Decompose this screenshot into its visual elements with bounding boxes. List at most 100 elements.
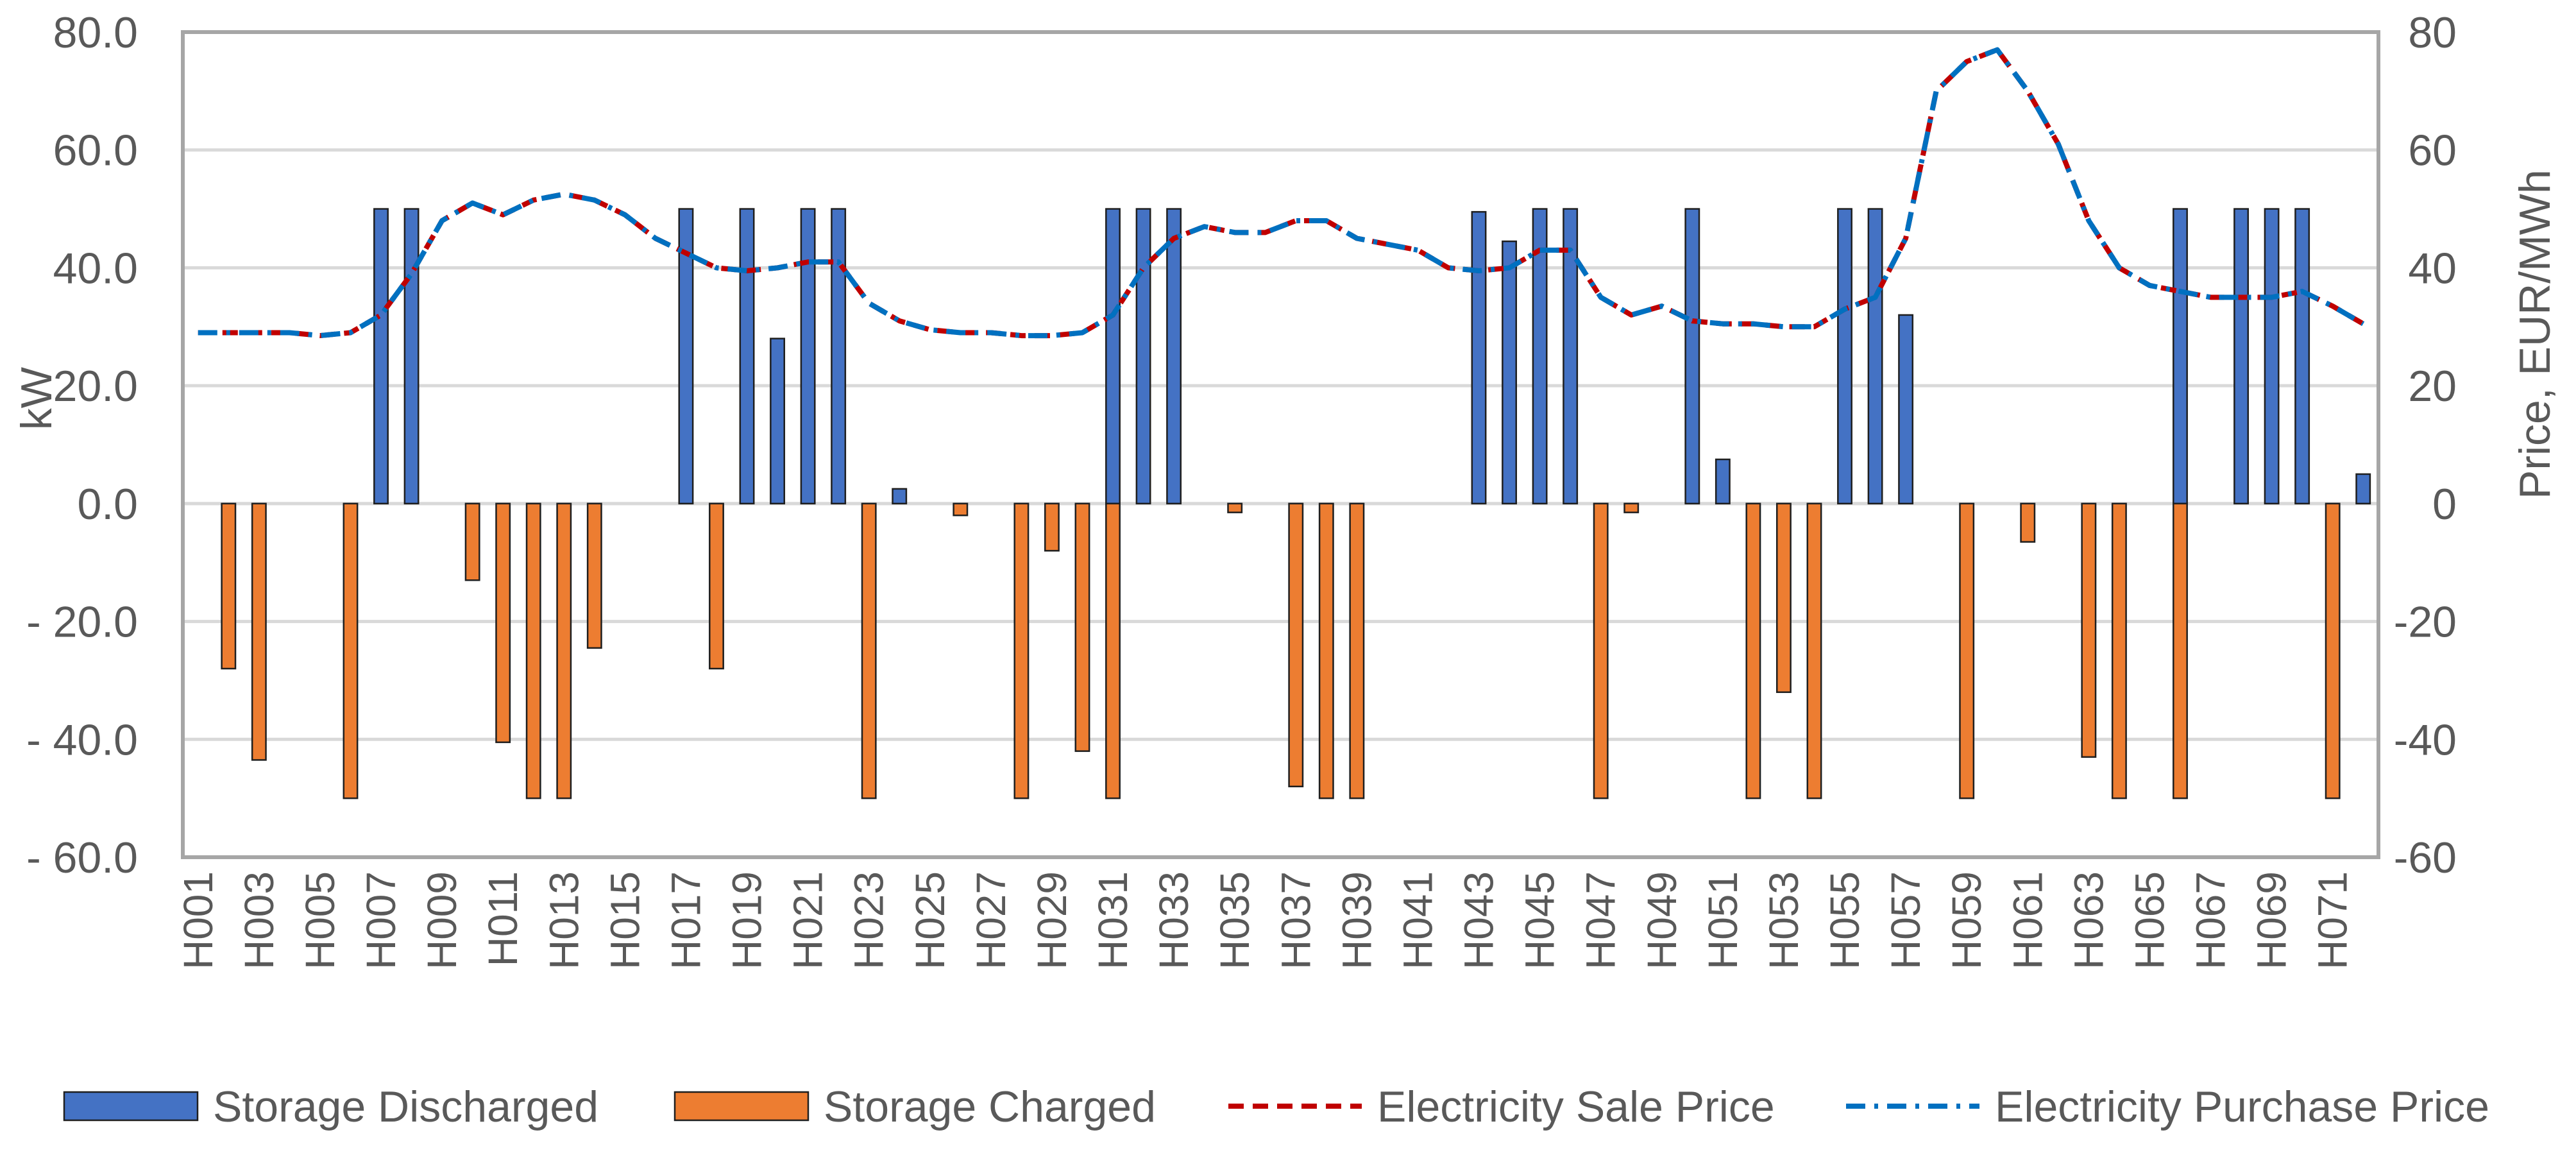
x-tick-label: H043 [1456,871,1502,969]
bar-charged [2325,502,2341,799]
bar-discharged [2233,208,2250,505]
bar-charged [586,502,602,649]
bar-charged [2020,502,2036,543]
y-tick-label-left: 60.0 [53,126,138,175]
bar-charged [495,502,511,744]
x-tick-label: H035 [1212,871,1258,969]
x-tick-label: H011 [480,871,526,966]
x-tick-label: H005 [297,871,343,969]
x-tick-label: H013 [541,871,587,969]
y-tick-label-left: - 40.0 [26,715,138,764]
bar-discharged [1563,208,1579,505]
x-tick-label: H053 [1761,871,1807,969]
x-tick-label: H039 [1334,871,1380,969]
bar-charged [1318,502,1334,799]
legend-swatch [63,1091,199,1122]
bar-charged [1105,502,1121,799]
y-tick-label-right: 80 [2408,8,2457,57]
bar-charged [221,502,237,670]
x-tick-label: H037 [1273,871,1319,969]
bar-charged [1044,502,1060,552]
bar-charged [343,502,359,799]
y-tick-label-left: 0.0 [77,480,138,529]
y-tick-label-right: 0 [2432,480,2457,529]
x-tick-label: H069 [2249,871,2295,969]
legend-item-storage-charged: Storage Charged [674,1082,1156,1131]
x-tick-label: H003 [236,871,282,969]
bar-charged [953,502,969,517]
x-tick-label: H021 [785,871,831,969]
x-tick-label: H033 [1151,871,1197,969]
legend-label: Electricity Sale Price [1377,1082,1775,1131]
bar-discharged [1105,208,1121,505]
bar-charged [464,502,480,581]
bar-discharged [2173,208,2188,505]
bar-charged [1227,502,1243,513]
right-axis-ticks: 80 60 40 20 0 -20 -40 -60 [2394,8,2457,882]
y-tick-label-right: -40 [2394,715,2457,764]
x-tick-label: H029 [1029,871,1075,969]
y-tick-label-right: 20 [2408,362,2457,411]
purchase-price-line [198,47,2365,339]
x-tick-label: H027 [968,871,1014,969]
legend-label: Storage Charged [824,1082,1156,1131]
x-tick-label: H009 [419,871,465,969]
bar-charged [2173,502,2188,799]
y-axis-label-left: kW [12,367,61,430]
bar-discharged [800,208,816,505]
x-tick-label: H061 [2004,871,2051,969]
x-tick-label: H067 [2188,871,2234,969]
bar-discharged [1502,240,1518,505]
bar-discharged [1898,314,1914,505]
sale-price-line [198,47,2365,339]
bar-discharged [373,208,389,505]
bar-series [221,208,2371,799]
legend-swatch [674,1091,809,1122]
y-tick-label-right: 40 [2408,244,2457,293]
bar-discharged [739,208,755,505]
legend-item-purchase-price: Electricity Purchase Price [1846,1082,2489,1131]
bar-discharged [892,488,908,505]
bar-charged [2111,502,2127,799]
bar-charged [709,502,724,670]
x-axis-ticks: H001 H003 H005 H007 H009 H011 H013 H015 H017 H019… [175,871,2356,969]
bar-charged [2081,502,2097,758]
bar-charged [861,502,877,799]
bar-discharged [1471,210,1487,505]
x-tick-label: H063 [2065,871,2112,969]
bar-charged [1074,502,1090,752]
line-series [198,47,2365,339]
y-tick-label-right: 60 [2408,126,2457,175]
x-tick-label: H017 [663,871,709,969]
x-tick-label: H031 [1090,871,1136,969]
x-tick-label: H051 [1700,871,1746,969]
bar-discharged [1715,458,1731,505]
x-tick-label: H041 [1394,871,1441,969]
bar-discharged [403,208,419,505]
y-tick-label-left: - 60.0 [26,833,138,882]
bar-charged [1745,502,1761,799]
x-tick-label: H025 [907,871,953,969]
bar-discharged [2294,208,2310,505]
y-tick-label-left: 40.0 [53,244,138,293]
y-axis-label-right: Price, EUR/MWh [2511,169,2559,499]
legend-item-sale-price: Electricity Sale Price [1228,1082,1775,1131]
gridlines [183,148,2378,741]
x-tick-label: H055 [1822,871,1868,969]
y-tick-label-left: 80.0 [53,8,138,57]
bar-discharged [678,208,694,505]
bar-discharged [1166,208,1182,505]
y-tick-label-left: 20.0 [53,362,138,411]
bar-discharged [1684,208,1700,505]
bar-charged [251,502,267,761]
y-tick-label-right: -20 [2394,598,2457,647]
bar-charged [556,502,572,799]
bar-charged [1593,502,1609,799]
legend-item-storage-discharged: Storage Discharged [63,1082,598,1131]
bar-charged [1288,502,1304,788]
bar-discharged [2264,208,2280,505]
x-tick-label: H047 [1578,871,1624,969]
legend: Storage Discharged Storage Charged Electri… [63,1082,2489,1131]
